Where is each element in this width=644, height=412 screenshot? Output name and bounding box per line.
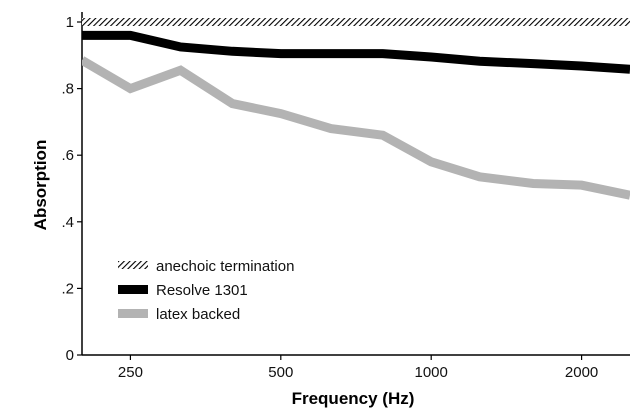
legend: anechoic termination Resolve 1301 latex ba… bbox=[118, 258, 294, 323]
legend-label-latex-backed: latex backed bbox=[156, 306, 240, 323]
x-tick-label: 2000 bbox=[565, 364, 598, 381]
x-tick-label: 500 bbox=[268, 364, 293, 381]
y-tick-label: .6 bbox=[61, 147, 74, 164]
x-axis-title: Frequency (Hz) bbox=[292, 389, 415, 408]
plot-area bbox=[81, 12, 630, 356]
y-tick-label: 1 bbox=[66, 14, 74, 31]
y-axis-title: Absorption bbox=[31, 140, 50, 231]
legend-swatch-resolve-1301 bbox=[118, 285, 148, 294]
legend-label-anechoic-termination: anechoic termination bbox=[156, 258, 294, 275]
y-tick-label: .2 bbox=[61, 280, 74, 297]
x-tick-label: 250 bbox=[118, 364, 143, 381]
x-tick-label: 1000 bbox=[415, 364, 448, 381]
series-layer bbox=[82, 18, 630, 200]
x-axis-ticks: 250 500 1000 2000 bbox=[118, 355, 598, 381]
series-line-latex-backed bbox=[82, 56, 630, 200]
legend-swatch-anechoic-termination bbox=[118, 261, 148, 269]
legend-label-resolve-1301: Resolve 1301 bbox=[156, 282, 248, 299]
y-tick-label: .4 bbox=[61, 214, 74, 231]
y-axis-ticks: 0 .2 .4 .6 .8 1 bbox=[61, 14, 82, 364]
legend-swatch-latex-backed bbox=[118, 309, 148, 318]
y-tick-label: .8 bbox=[61, 81, 74, 98]
series-line-resolve-1301 bbox=[82, 30, 630, 74]
y-tick-label: 0 bbox=[66, 347, 74, 364]
